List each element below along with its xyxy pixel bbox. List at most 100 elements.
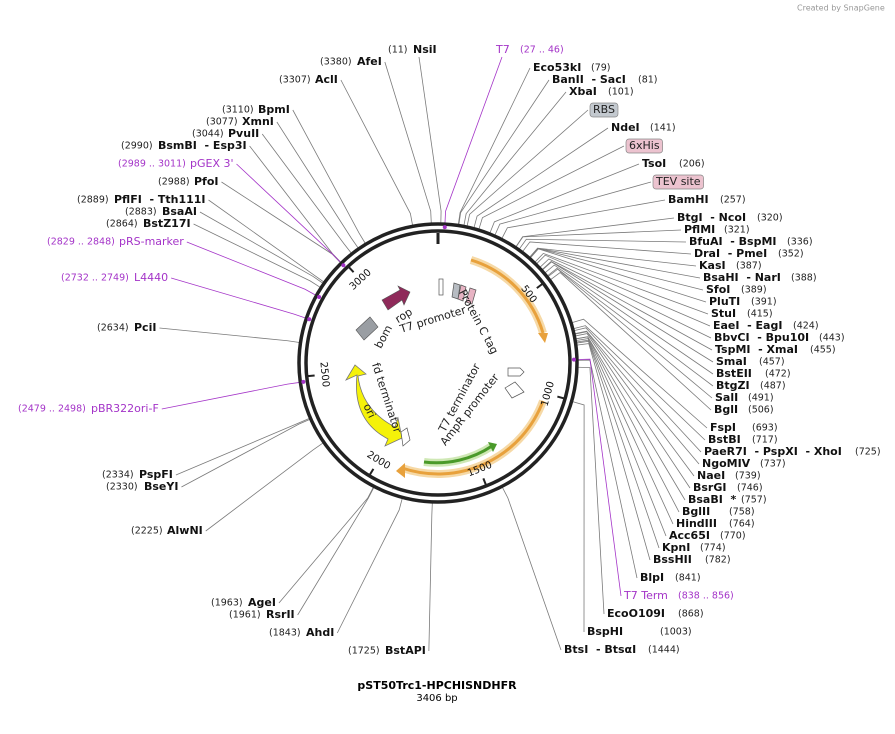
feature-box bbox=[457, 284, 467, 302]
leader-line bbox=[193, 223, 321, 288]
ring-outer bbox=[297, 222, 579, 504]
leader-line bbox=[297, 487, 375, 616]
feature-box bbox=[400, 427, 411, 447]
label-name: KasI bbox=[699, 259, 726, 272]
tick-mark bbox=[557, 395, 565, 400]
leader-line bbox=[576, 339, 667, 537]
label-name: PvuII bbox=[228, 127, 259, 140]
feature-arrows bbox=[344, 256, 548, 478]
label-name: AfeI bbox=[357, 55, 382, 68]
label-name: PluTI bbox=[709, 295, 740, 308]
label-name: BbvCI - Bpu10I bbox=[714, 331, 809, 344]
label-name: XbaI bbox=[569, 85, 597, 98]
feature-box-label: RBS bbox=[593, 103, 615, 116]
label-position: (3307) bbox=[279, 75, 311, 86]
label-name: BseYI bbox=[144, 480, 178, 493]
label-name: T7 Term bbox=[623, 589, 668, 602]
label-position: (11) bbox=[388, 45, 408, 56]
leader-line bbox=[572, 401, 585, 633]
label-position: (2989 .. 3011) bbox=[118, 159, 186, 170]
label-position: (336) bbox=[787, 237, 813, 248]
label-position: (782) bbox=[705, 555, 731, 566]
label-position: (2225) bbox=[131, 526, 163, 537]
label-name: BtgZI bbox=[716, 379, 750, 392]
tick-label: 2000 bbox=[365, 449, 392, 472]
feature-arc bbox=[401, 400, 545, 476]
label-position: (746) bbox=[737, 483, 763, 494]
leader-line bbox=[428, 502, 433, 652]
leader-line bbox=[236, 163, 341, 263]
label-position: (2829 .. 2848) bbox=[47, 237, 115, 248]
label-name: TsoI bbox=[642, 157, 666, 170]
label-position: (206) bbox=[679, 159, 705, 170]
label-name: BstBI bbox=[708, 433, 741, 446]
map-label: ori bbox=[361, 402, 379, 420]
label-name: BsaHI - NarI bbox=[703, 271, 781, 284]
label-name: RsrII bbox=[266, 608, 295, 621]
label-name: EcoO109I bbox=[607, 607, 665, 620]
leader-line bbox=[530, 248, 707, 303]
label-name: PflMI bbox=[684, 223, 715, 236]
leader-line bbox=[547, 267, 714, 387]
label-name: pBR322ori-F bbox=[91, 402, 159, 415]
label-position: (2988) bbox=[158, 177, 190, 188]
label-name: BsmBI - Esp3I bbox=[158, 139, 247, 152]
label-name: AclI bbox=[315, 73, 338, 86]
label-position: (1961) bbox=[229, 610, 261, 621]
feature-box-label: TEV site bbox=[655, 175, 701, 188]
map-label: Protein C tag bbox=[456, 287, 501, 356]
feature-notch bbox=[307, 317, 312, 322]
label-position: (868) bbox=[678, 609, 704, 620]
label-position: (141) bbox=[650, 123, 676, 134]
leader-line bbox=[536, 254, 711, 327]
leader-line bbox=[494, 181, 652, 236]
label-position: (2732 .. 2749) bbox=[61, 273, 129, 284]
leader-lines bbox=[159, 56, 714, 652]
leader-line bbox=[181, 418, 310, 488]
label-position: (388) bbox=[791, 273, 817, 284]
label-name: AgeI bbox=[248, 596, 276, 609]
leader-line bbox=[577, 366, 605, 615]
label-name: BstAPI bbox=[385, 644, 426, 657]
label-position: (2889) bbox=[77, 195, 109, 206]
feature-box bbox=[438, 278, 444, 296]
tick-label: 2500 bbox=[317, 361, 330, 387]
leader-line bbox=[292, 109, 366, 244]
label-position: (1444) bbox=[648, 645, 680, 656]
arrow-head bbox=[538, 333, 548, 343]
leader-line bbox=[573, 325, 706, 441]
leader-line bbox=[444, 56, 503, 224]
leader-line bbox=[249, 145, 342, 263]
label-position: (321) bbox=[724, 225, 750, 236]
leader-line bbox=[541, 260, 713, 351]
leader-line bbox=[501, 199, 666, 239]
tick-mark bbox=[536, 283, 544, 289]
label-position: (389) bbox=[741, 285, 767, 296]
leader-line bbox=[502, 487, 562, 651]
label-name: BtsI - BtsαI bbox=[564, 643, 636, 656]
leader-line bbox=[577, 358, 622, 597]
arrow-head bbox=[488, 442, 497, 452]
label-position: (457) bbox=[759, 357, 785, 368]
plasmid-title: pST50Trc1-HPCHISNDHFR bbox=[357, 679, 517, 692]
label-position: (1963) bbox=[211, 598, 243, 609]
label-name: NaeI bbox=[697, 469, 725, 482]
label-name: PspFI bbox=[139, 468, 173, 481]
leader-line bbox=[161, 382, 300, 410]
label-position: (1843) bbox=[269, 628, 301, 639]
leader-line bbox=[544, 264, 714, 375]
label-position: (81) bbox=[638, 75, 658, 86]
label-name: TspMI - XmaI bbox=[715, 343, 798, 356]
label-position: (841) bbox=[675, 573, 701, 584]
label-position: (770) bbox=[720, 531, 746, 542]
label-position: (717) bbox=[752, 435, 778, 446]
leader-line bbox=[175, 418, 310, 476]
label-name: BsaBI * bbox=[688, 493, 736, 506]
label-name: NsiI bbox=[413, 43, 437, 56]
feature-box bbox=[504, 381, 525, 399]
leader-line bbox=[463, 91, 567, 226]
label-name: Acc65I bbox=[669, 529, 710, 542]
leader-line bbox=[519, 238, 687, 250]
label-position: (693) bbox=[752, 423, 778, 434]
label-position: (774) bbox=[700, 543, 726, 554]
